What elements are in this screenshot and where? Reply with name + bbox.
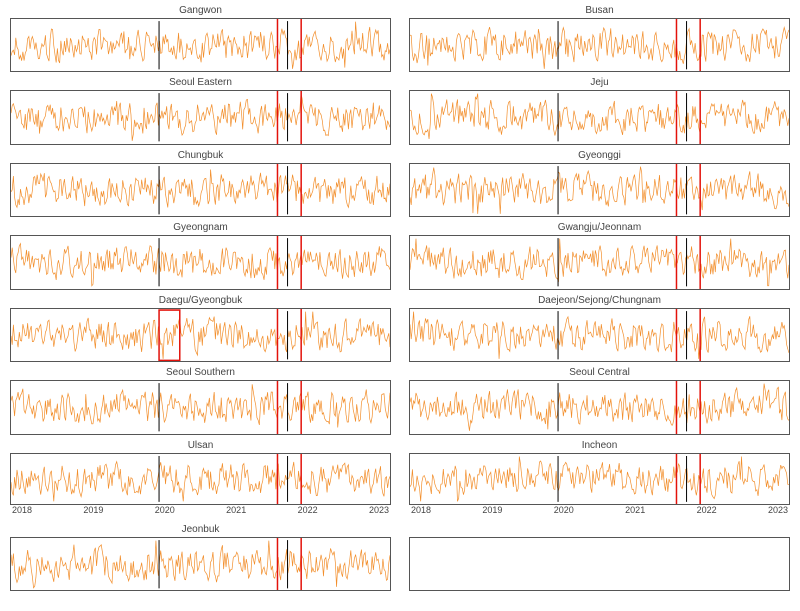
panel-title (409, 523, 790, 537)
panel-title: Daejeon/Sejong/Chungnam (409, 294, 790, 308)
plot-box (10, 163, 391, 217)
plot-box (10, 537, 391, 591)
plot-box (409, 18, 790, 72)
time-series-line (11, 22, 390, 69)
extra-highlight (159, 310, 180, 360)
time-series-line (11, 169, 390, 207)
chart-panel: Seoul Southern (10, 366, 391, 434)
plot-box (409, 308, 790, 362)
panel-title: Seoul Eastern (10, 76, 391, 90)
x-tick-label: 2023 (768, 505, 788, 519)
panel-title: Gyeonggi (409, 149, 790, 163)
x-tick-label: 2019 (482, 505, 502, 519)
chart-panel: Gwangju/Jeonnam (409, 221, 790, 289)
x-tick-label: 2020 (554, 505, 574, 519)
time-series-line (410, 27, 789, 69)
panel-title: Seoul Southern (10, 366, 391, 380)
x-axis: 2018 2019 2020 2021 2022 2023 (409, 505, 790, 519)
plot-box (10, 18, 391, 72)
time-series-line (410, 456, 789, 501)
chart-panel: Jeonbuk (10, 523, 391, 591)
plot-box (10, 235, 391, 289)
highlight-window (676, 19, 700, 71)
panel-title: Gangwon (10, 4, 391, 18)
highlight-window (277, 454, 301, 504)
chart-panel: Gyeonggi (409, 149, 790, 217)
plot-box (10, 90, 391, 144)
time-series-line (11, 384, 390, 427)
plot-box (409, 90, 790, 144)
chart-panel: Incheon 2018 2019 2020 2021 2022 2023 (409, 439, 790, 519)
panel-title: Gyeongnam (10, 221, 391, 235)
chart-panel: Busan (409, 4, 790, 72)
plot-box (10, 380, 391, 434)
panel-title: Ulsan (10, 439, 391, 453)
chart-panel: Seoul Central (409, 366, 790, 434)
chart-panel: Chungbuk (10, 149, 391, 217)
highlight-window (676, 236, 700, 288)
time-series-line (410, 167, 789, 214)
chart-panel: Jeju (409, 76, 790, 144)
panel-title: Chungbuk (10, 149, 391, 163)
panel-title: Gwangju/Jeonnam (409, 221, 790, 235)
chart-panel: Gyeongnam (10, 221, 391, 289)
highlight-window (676, 454, 700, 504)
highlight-window (277, 236, 301, 288)
empty-plot-box (409, 537, 790, 591)
x-tick-label: 2022 (697, 505, 717, 519)
x-tick-label: 2023 (369, 505, 389, 519)
time-series-line (11, 461, 390, 501)
time-series-line (11, 244, 390, 286)
highlight-window (676, 309, 700, 361)
time-series-line (11, 94, 390, 141)
panel-title: Busan (409, 4, 790, 18)
x-axis: 2018 2019 2020 2021 2022 2023 (10, 505, 391, 519)
plot-box (10, 453, 391, 505)
chart-panel: Daegu/Gyeongbuk (10, 294, 391, 362)
chart-panel: Daejeon/Sejong/Chungnam (409, 294, 790, 362)
time-series-line (410, 384, 789, 431)
x-tick-label: 2018 (12, 505, 32, 519)
time-series-line (11, 540, 390, 587)
x-tick-label: 2022 (298, 505, 318, 519)
time-series-line (410, 94, 789, 139)
plot-box (409, 380, 790, 434)
x-tick-label: 2019 (83, 505, 103, 519)
x-tick-label: 2020 (155, 505, 175, 519)
plot-box (409, 453, 790, 505)
x-tick-label: 2018 (411, 505, 431, 519)
x-tick-label: 2021 (226, 505, 246, 519)
panel-title: Jeju (409, 76, 790, 90)
plot-box (409, 235, 790, 289)
time-series-line (410, 239, 789, 286)
chart-panel: Gangwon (10, 4, 391, 72)
time-series-line (410, 311, 789, 358)
x-tick-label: 2021 (625, 505, 645, 519)
chart-panel: Ulsan 2018 2019 2020 2021 2022 2023 (10, 439, 391, 519)
highlight-window (277, 19, 301, 71)
chart-panel: Seoul Eastern (10, 76, 391, 144)
plot-box (409, 163, 790, 217)
time-series-line (11, 311, 390, 358)
small-multiples-grid: Gangwon Busan Seoul Eastern Jeju Chungbuk Gye… (0, 0, 800, 611)
panel-title: Seoul Central (409, 366, 790, 380)
panel-title: Jeonbuk (10, 523, 391, 537)
panel-title: Daegu/Gyeongbuk (10, 294, 391, 308)
plot-box (10, 308, 391, 362)
empty-panel (409, 523, 790, 591)
panel-title: Incheon (409, 439, 790, 453)
